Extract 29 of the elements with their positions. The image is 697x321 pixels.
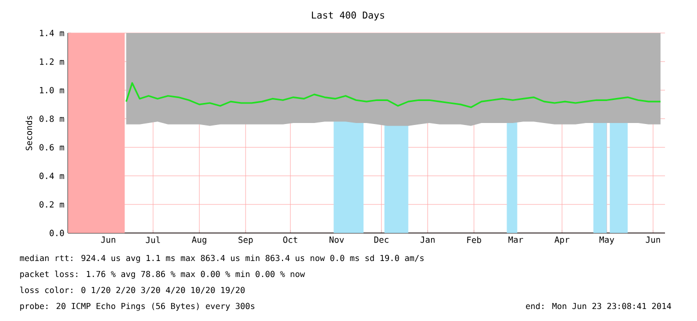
y-tick-label: 1.2 m [40,58,64,65]
y-tick-label: 0.4 m [40,172,64,180]
x-tick-label: Feb [467,236,482,244]
x-tick-label: Aug [192,236,206,245]
x-tick-label: Jan [420,236,435,243]
chart-title: Last 400 Days [312,11,384,20]
y-tick-label: 0.8 m [40,116,64,122]
y-tick-label: 0.2 m [40,201,64,208]
y-tick-label: 1.4 m [40,30,64,36]
x-tick-label: Dec [374,236,388,243]
line-series [125,82,662,108]
y-axis-title: Seconds [26,116,32,150]
text: packet loss: 1.76 % avg 78.86 % max 0.00 % min 0.00 % now [20,270,305,279]
x-tick-label: Nov [330,236,344,243]
text: probe: 20 ICMP Echo Pings (56 Bytes) every 300s [20,302,254,311]
y-tick-label: 1.0 m [40,86,64,94]
x-tick-label: Apr [554,236,570,244]
y-tick-label: 0.6 m [40,144,64,150]
x-tick-label: Sep [238,236,253,245]
text: end: Mon Jun 23 23:08:41 2014 [526,302,672,310]
y-tick-label: 0.0 [50,230,64,236]
text: loss color: 0 1/20 2/20 3/20 4/20 10/20 19/20 [20,286,245,294]
x-tick-label: Oct [283,236,298,243]
x-tick-label: Jun [101,236,116,243]
x-tick-label: Jun [646,236,660,243]
x-tick-label: Mar [508,236,524,243]
text: median rtt: 924.4 us avg 1.1 ms max 863.4 us min 863.4 us now 0.0 ms sd 19.0 am/s [20,254,424,263]
x-tick-label: Jul [146,236,160,244]
x-tick-label: May [600,236,614,244]
